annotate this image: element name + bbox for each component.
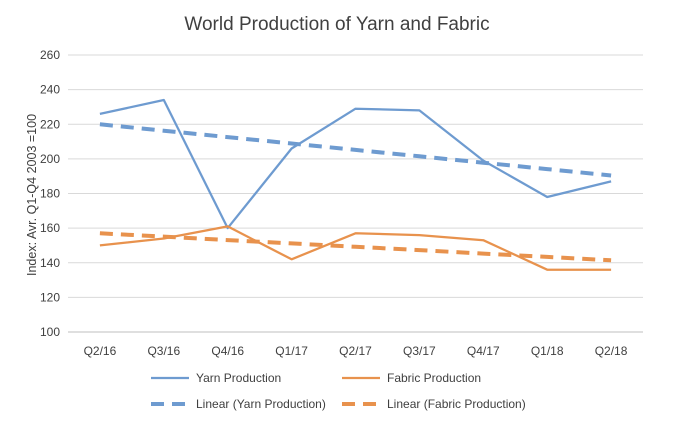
x-tick-label: Q4/17	[467, 344, 500, 358]
legend-label: Linear (Fabric Production)	[387, 397, 526, 411]
legend-label: Yarn Production	[196, 371, 281, 385]
series-line-linear-fabric-production	[99, 231, 612, 263]
x-tick-label: Q2/17	[339, 344, 372, 358]
x-tick-label: Q2/18	[595, 344, 628, 358]
series-lines	[99, 98, 612, 271]
y-tick-label: 200	[40, 152, 60, 166]
legend-item: Fabric Production	[342, 371, 481, 385]
y-tick-label: 260	[40, 48, 60, 62]
x-tick-label: Q1/18	[531, 344, 564, 358]
legend-label: Fabric Production	[387, 371, 481, 385]
y-tick-label: 240	[40, 83, 60, 97]
y-tick-label: 100	[40, 325, 60, 339]
y-tick-label: 220	[40, 117, 60, 131]
gridlines	[68, 54, 643, 333]
y-tick-labels: 100 120 140 160 180 200 220 240 260	[40, 48, 60, 339]
legend-label: Linear (Yarn Production)	[196, 397, 326, 411]
series-line-linear-yarn-production	[99, 122, 612, 178]
y-tick-label: 180	[40, 187, 60, 201]
legend-item: Yarn Production	[151, 371, 281, 385]
y-tick-label: 140	[40, 256, 60, 270]
y-tick-label: 160	[40, 221, 60, 235]
series-line-fabric-production	[99, 225, 612, 271]
legend: Yarn Production Fabric Production Linear (…	[151, 371, 526, 411]
legend-item: Linear (Fabric Production)	[342, 397, 526, 411]
y-tick-label: 120	[40, 290, 60, 304]
x-tick-label: Q4/16	[211, 344, 244, 358]
x-tick-label: Q2/16	[84, 344, 117, 358]
x-tick-label: Q3/17	[403, 344, 436, 358]
y-axis-label: Index: Avr. Q1-Q4 2003 =100	[25, 114, 39, 276]
chart-title: World Production of Yarn and Fabric	[184, 14, 489, 35]
x-tick-label: Q3/16	[147, 344, 180, 358]
x-tick-labels: Q2/16 Q3/16 Q4/16 Q1/17 Q2/17 Q3/17 Q4/17 Q1/18…	[84, 344, 628, 358]
series-line-yarn-production	[99, 98, 612, 230]
x-tick-label: Q1/17	[275, 344, 308, 358]
legend-item: Linear (Yarn Production)	[151, 397, 326, 411]
